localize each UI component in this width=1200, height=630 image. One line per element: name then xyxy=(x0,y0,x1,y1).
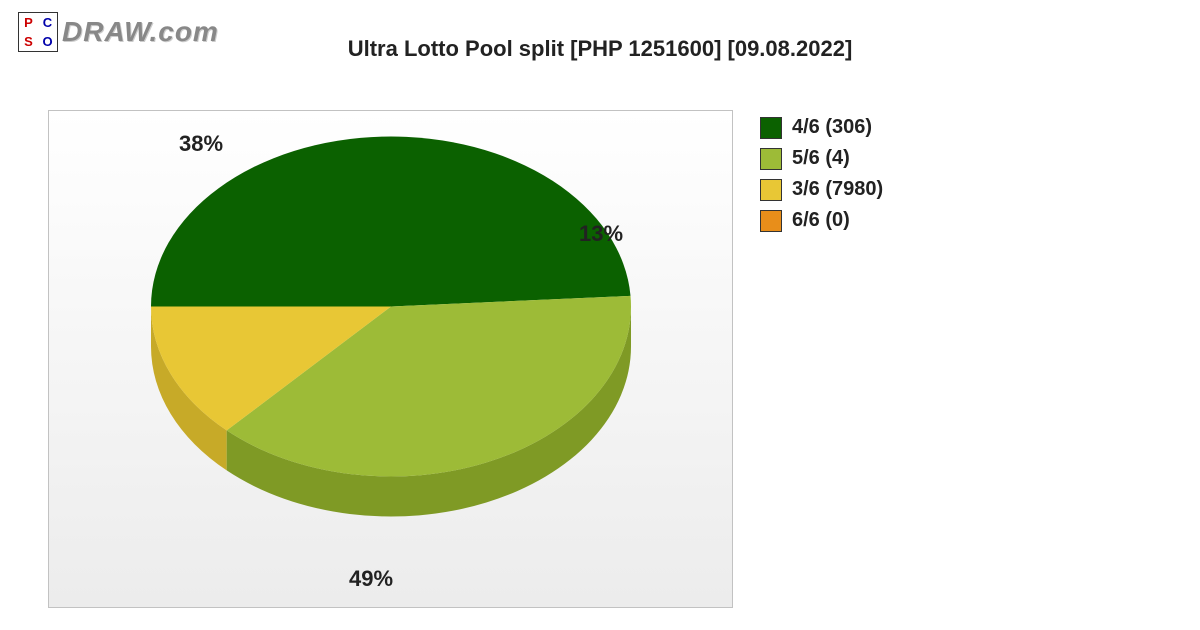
legend-label: 5/6 (4) xyxy=(792,147,850,170)
pie-slice-label: 49% xyxy=(349,566,393,592)
legend-item: 5/6 (4) xyxy=(760,147,883,170)
logo-letter: P xyxy=(19,13,38,32)
legend-swatch-icon xyxy=(760,148,782,170)
legend-label: 3/6 (7980) xyxy=(792,178,883,201)
legend-item: 4/6 (306) xyxy=(760,116,883,139)
legend-swatch-icon xyxy=(760,210,782,232)
pie-slice-label: 13% xyxy=(579,221,623,247)
logo-letter: C xyxy=(38,13,57,32)
chart-legend: 4/6 (306) 5/6 (4) 3/6 (7980) 6/6 (0) xyxy=(760,116,883,240)
chart-title: Ultra Lotto Pool split [PHP 1251600] [09… xyxy=(0,36,1200,62)
pie-slice-label: 38% xyxy=(179,131,223,157)
legend-swatch-icon xyxy=(760,179,782,201)
legend-item: 3/6 (7980) xyxy=(760,178,883,201)
legend-label: 6/6 (0) xyxy=(792,209,850,232)
legend-item: 6/6 (0) xyxy=(760,209,883,232)
pie-chart xyxy=(131,117,651,542)
legend-swatch-icon xyxy=(760,117,782,139)
chart-plot-area: 49% 38% 13% xyxy=(48,110,733,608)
legend-label: 4/6 (306) xyxy=(792,116,872,139)
pie-svg xyxy=(131,117,651,537)
